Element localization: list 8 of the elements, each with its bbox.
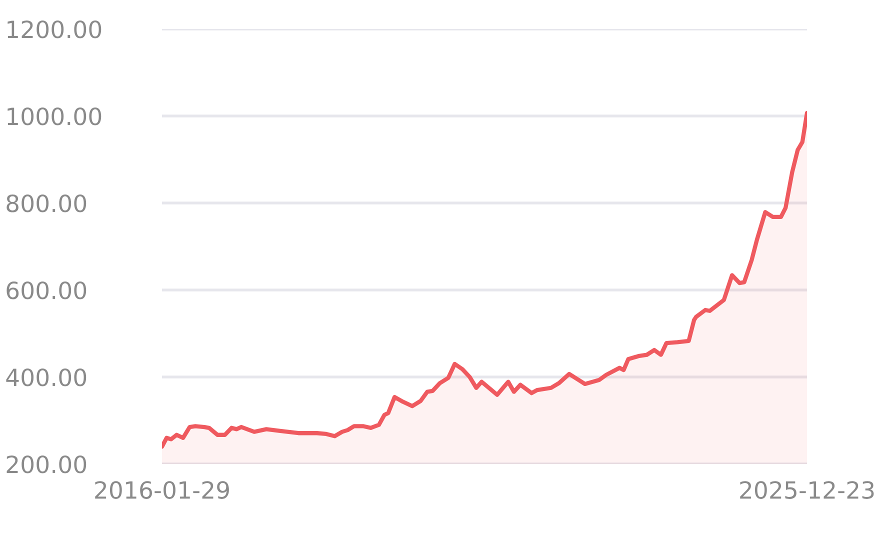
y-tick-label: 1200.00 bbox=[8, 20, 102, 38]
y-tick-label: 600.00 bbox=[6, 281, 86, 300]
y-tick-label: 400.00 bbox=[6, 368, 86, 386]
y-tick-label: 800.00 bbox=[6, 194, 86, 212]
y-tick-label: 1000.00 bbox=[8, 107, 102, 126]
x-tick-label: 2016-01-29 bbox=[95, 481, 229, 499]
y-tick-label: 200.00 bbox=[6, 455, 86, 474]
x-tick-label: 2025-12-23 bbox=[740, 481, 874, 499]
